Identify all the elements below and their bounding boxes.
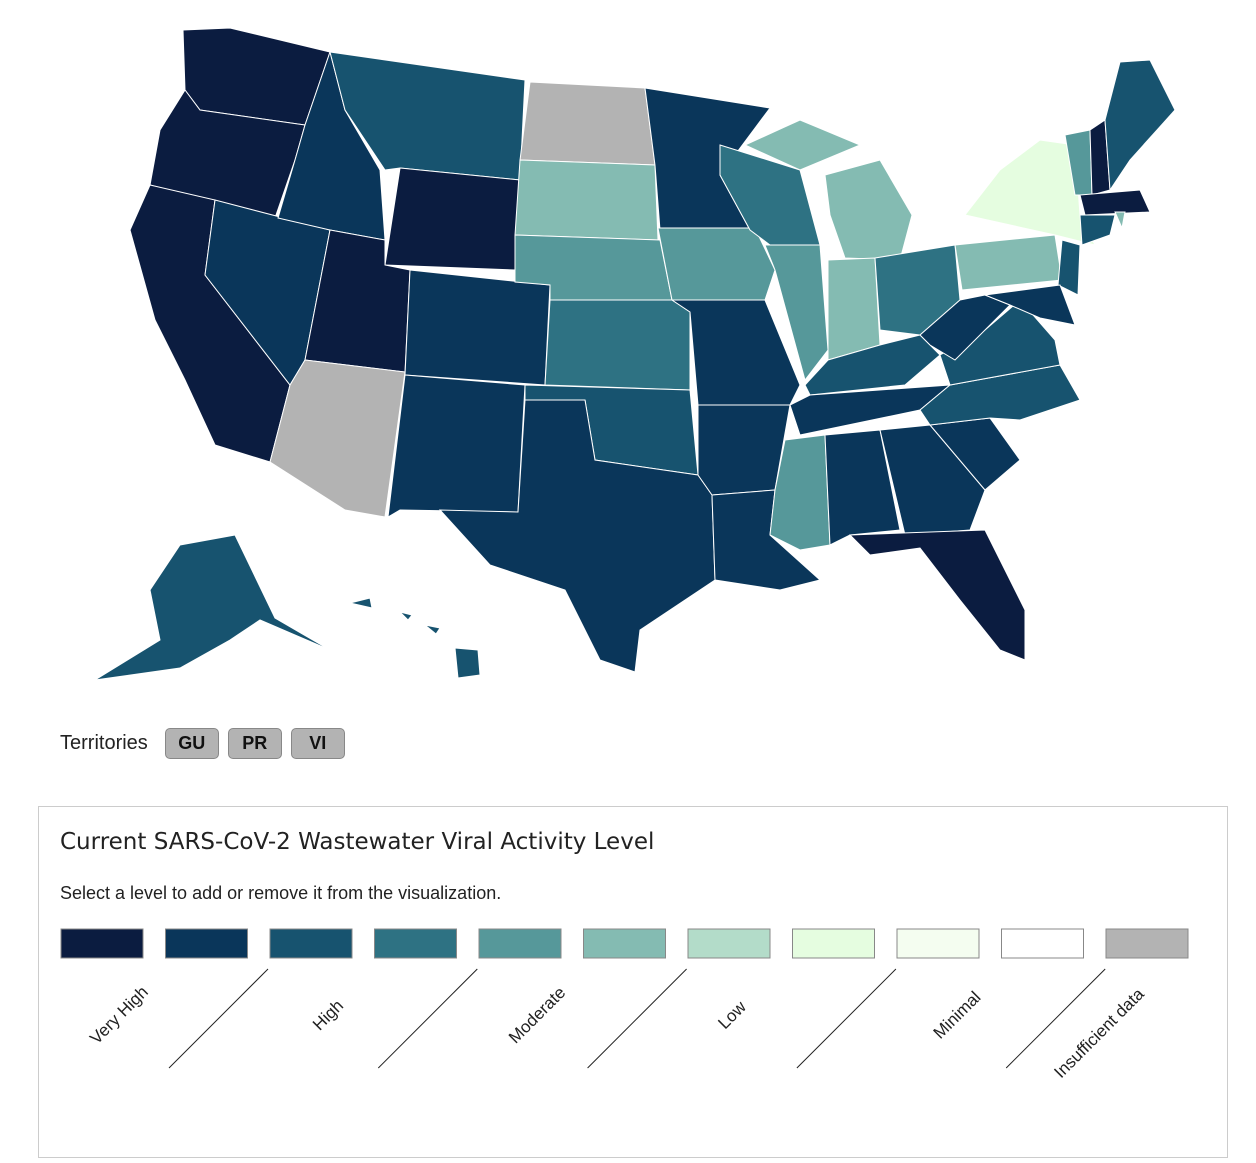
legend-swatch[interactable] <box>374 928 457 959</box>
us-map <box>94 27 1176 681</box>
state[interactable] <box>919 294 1011 361</box>
territory-button[interactable]: VI <box>290 728 345 759</box>
legend-title: Current SARS-CoV-2 Wastewater Viral Acti… <box>60 829 655 855</box>
state[interactable] <box>848 529 1026 661</box>
legend-swatch[interactable] <box>1105 928 1189 959</box>
state[interactable] <box>983 284 1076 326</box>
territory-button[interactable]: PR <box>227 728 282 759</box>
legend-divider <box>1005 968 1106 1069</box>
state[interactable] <box>519 81 656 166</box>
legend-label[interactable]: Low <box>714 997 750 1033</box>
state[interactable] <box>824 429 901 546</box>
state[interactable] <box>384 167 521 271</box>
legend-subtitle: Select a level to add or remove it from … <box>60 883 502 903</box>
state[interactable] <box>954 234 1063 291</box>
territories: Territories GU PR VI <box>60 728 345 759</box>
legend-swatch[interactable] <box>687 928 771 959</box>
state[interactable] <box>1057 239 1081 296</box>
territories-label: Territories <box>60 732 148 754</box>
state[interactable] <box>827 257 881 361</box>
state[interactable] <box>544 299 691 391</box>
legend-swatch[interactable] <box>269 928 353 959</box>
legend-label[interactable]: Minimal <box>930 988 985 1043</box>
legend-swatch[interactable] <box>478 928 562 959</box>
state[interactable] <box>94 534 331 681</box>
state[interactable] <box>149 89 306 219</box>
state[interactable] <box>824 159 913 261</box>
state[interactable] <box>404 269 551 386</box>
legend-swatch[interactable] <box>1001 928 1084 959</box>
state[interactable] <box>454 647 481 679</box>
legend-divider <box>377 968 478 1069</box>
state[interactable] <box>1114 211 1126 230</box>
state[interactable] <box>387 374 526 518</box>
state[interactable] <box>349 597 373 609</box>
legend-divider <box>587 968 687 1069</box>
legend-swatch[interactable] <box>165 928 248 959</box>
state[interactable] <box>1079 214 1116 246</box>
state[interactable] <box>438 399 716 673</box>
state[interactable] <box>398 611 413 621</box>
legend-divider <box>168 968 269 1069</box>
state[interactable] <box>670 299 801 406</box>
legend-label[interactable]: Moderate <box>505 983 569 1047</box>
legend-label[interactable]: Insufficient data <box>1050 984 1148 1082</box>
state[interactable] <box>743 119 862 171</box>
territory-button[interactable]: GU <box>164 728 219 759</box>
legend-swatch[interactable] <box>792 928 875 959</box>
legend-swatch[interactable] <box>896 928 980 959</box>
state[interactable] <box>657 227 776 301</box>
state[interactable] <box>879 424 986 536</box>
state[interactable] <box>269 359 406 518</box>
legend-label[interactable]: High <box>309 996 347 1034</box>
legend-swatch[interactable] <box>60 928 144 959</box>
state[interactable] <box>424 624 441 635</box>
states <box>94 27 1176 681</box>
legend: Very High High Moderate Low Minimal Insuffici… <box>60 928 1189 1082</box>
legend-divider <box>796 968 897 1069</box>
state[interactable] <box>764 244 829 382</box>
state[interactable] <box>514 159 659 241</box>
legend-label[interactable]: Very High <box>86 982 152 1048</box>
legend-swatch[interactable] <box>583 928 666 959</box>
state[interactable] <box>1079 189 1151 216</box>
legend-box: Very High High Moderate Low Minimal Insuffici… <box>38 806 1228 1158</box>
state[interactable] <box>1104 59 1176 192</box>
